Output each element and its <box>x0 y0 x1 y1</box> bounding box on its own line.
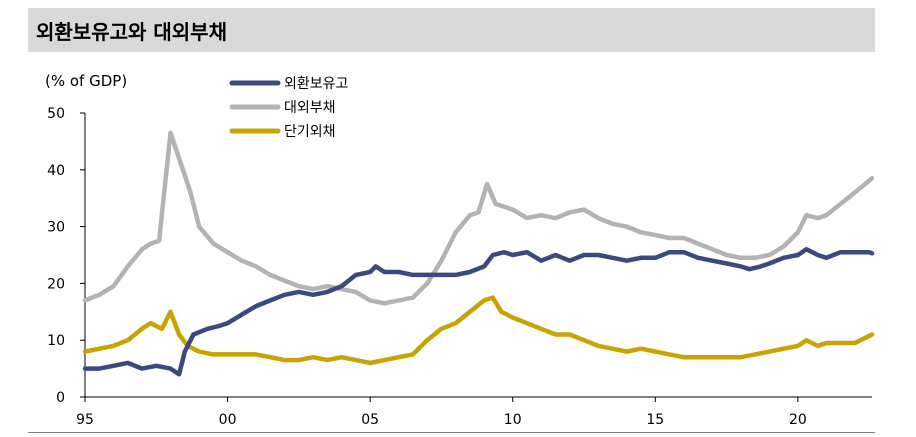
series-line <box>82 130 875 306</box>
chart-title: 외환보유고와 대외부채 <box>36 19 227 44</box>
y-tick-label: 50 <box>47 106 65 122</box>
x-tick-label: 95 <box>76 412 94 428</box>
x-tick-label: 20 <box>789 412 807 428</box>
legend-label: 단기외채 <box>284 124 336 140</box>
series-line <box>82 295 875 366</box>
x-tick-label: 05 <box>361 412 379 428</box>
y-tick-label: 40 <box>47 163 65 179</box>
x-tick-label: 15 <box>646 412 664 428</box>
y-tick-label: 10 <box>47 333 65 349</box>
bottom-rule <box>28 432 875 433</box>
y-tick-label: 20 <box>47 276 65 292</box>
series-lines <box>82 130 875 377</box>
series-line <box>82 247 875 377</box>
x-tick-label: 10 <box>504 412 522 428</box>
y-tick-label: 0 <box>56 390 65 406</box>
axes: 0 10 20 30 40 50 95 00 05 10 15 20 <box>47 106 872 428</box>
y-axis-unit-label: (% of GDP) <box>45 72 127 90</box>
x-tick-label: 00 <box>219 412 237 428</box>
legend-label: 외환보유고 <box>284 76 349 92</box>
y-tick-label: 30 <box>47 220 65 236</box>
legend-label: 대외부채 <box>284 100 336 116</box>
title-bar: 외환보유고와 대외부채 <box>28 8 875 52</box>
